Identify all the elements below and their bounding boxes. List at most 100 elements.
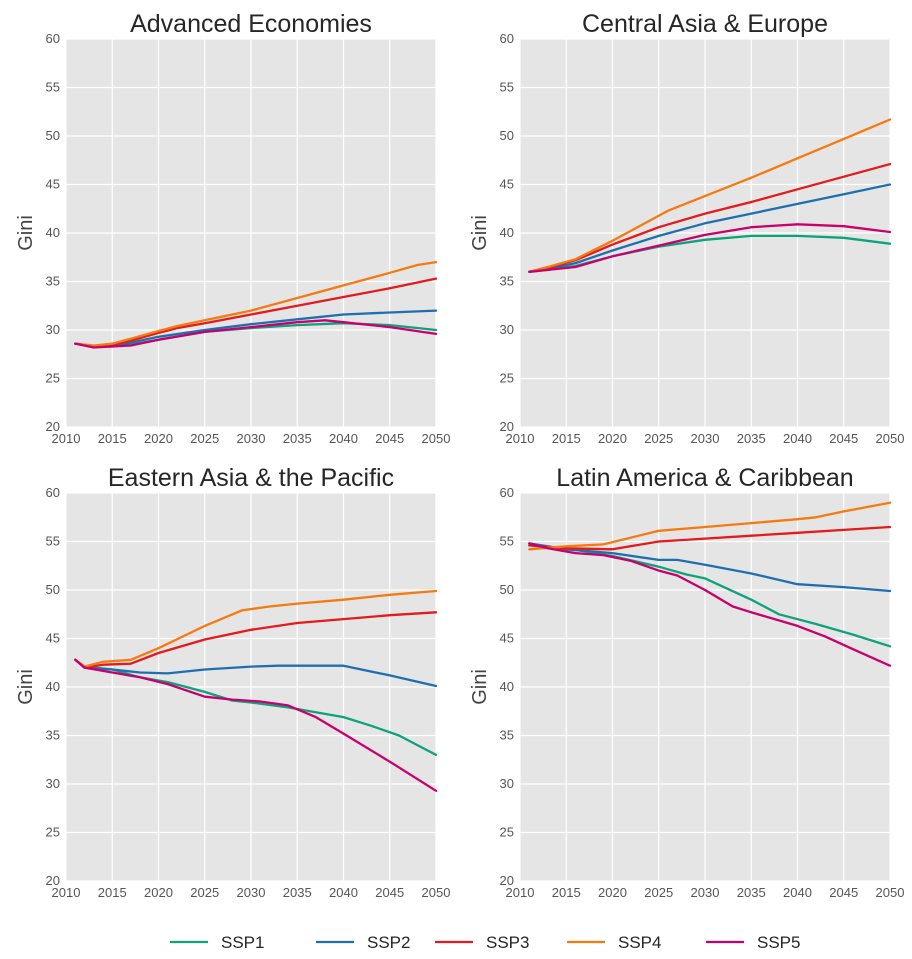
x-tick-label: 2050 bbox=[876, 431, 905, 446]
x-tick-label: 2015 bbox=[552, 885, 581, 900]
series-line-ssp4 bbox=[528, 501, 892, 551]
series-line-ssp4 bbox=[74, 589, 438, 668]
x-tick-label: 2035 bbox=[737, 431, 766, 446]
x-tick-label: 2025 bbox=[644, 885, 673, 900]
y-tick-label: 20 bbox=[500, 873, 514, 888]
x-tick-label: 2030 bbox=[691, 431, 720, 446]
y-tick-label: 55 bbox=[46, 80, 60, 95]
chart-panels: 2010 2015 2020 2025 2030 2035 2040 2045 20502025… bbox=[15, 10, 904, 900]
series-line-ssp2 bbox=[528, 183, 892, 273]
y-tick-label: 40 bbox=[500, 225, 514, 240]
legend-label: SSP3 bbox=[486, 933, 529, 952]
y-axis-label: Gini bbox=[15, 669, 37, 705]
panel-title: Central Asia & Europe bbox=[582, 10, 828, 38]
x-tick-label: 2035 bbox=[737, 885, 766, 900]
x-tick-label: 2020 bbox=[144, 431, 173, 446]
x-tick-label: 2045 bbox=[829, 431, 858, 446]
x-tick-label: 2015 bbox=[552, 431, 581, 446]
legend-item-ssp4: SSP4 bbox=[567, 933, 661, 952]
chart-panel-advanced-economies: 2010 2015 2020 2025 2030 2035 2040 2045 20502025… bbox=[15, 10, 450, 446]
series-line-ssp5 bbox=[74, 319, 438, 349]
y-tick-label: 25 bbox=[46, 371, 60, 386]
y-tick-label: 40 bbox=[46, 679, 60, 694]
x-tick-label: 2045 bbox=[375, 885, 404, 900]
y-tick-label: 20 bbox=[46, 419, 60, 434]
chart-panel-latin-america-caribbean: 2010 2015 2020 2025 2030 2035 2040 2045 20502025… bbox=[469, 464, 904, 900]
panel-title: Latin America & Caribbean bbox=[556, 464, 853, 492]
y-tick-label: 45 bbox=[46, 631, 60, 646]
chart-legend: SSP1 SSP2 SSP3 SSP4 SSP5 bbox=[170, 933, 800, 952]
x-tick-label: 2015 bbox=[98, 431, 127, 446]
x-tick-label: 2025 bbox=[644, 431, 673, 446]
legend-item-ssp5: SSP5 bbox=[706, 933, 800, 952]
y-axis-label: Gini bbox=[469, 215, 491, 251]
x-tick-label: 2010 bbox=[52, 431, 81, 446]
x-tick-label: 2035 bbox=[283, 885, 312, 900]
x-tick-label: 2045 bbox=[375, 431, 404, 446]
y-tick-label: 60 bbox=[500, 485, 514, 500]
y-tick-label: 35 bbox=[46, 728, 60, 743]
y-tick-label: 30 bbox=[500, 776, 514, 791]
series-line-ssp3 bbox=[74, 611, 438, 669]
x-tick-label: 2020 bbox=[598, 885, 627, 900]
x-tick-label: 2030 bbox=[237, 431, 266, 446]
chart-panel-eastern-asia-the-pacific: 2010 2015 2020 2025 2030 2035 2040 2045 20502025… bbox=[15, 464, 450, 900]
y-tick-label: 25 bbox=[46, 825, 60, 840]
x-tick-label: 2050 bbox=[422, 885, 451, 900]
x-tick-label: 2030 bbox=[237, 885, 266, 900]
y-tick-label: 35 bbox=[500, 728, 514, 743]
series-line-ssp4 bbox=[74, 260, 438, 347]
legend-label: SSP2 bbox=[367, 933, 410, 952]
legend-item-ssp1: SSP1 bbox=[170, 933, 264, 952]
y-tick-label: 55 bbox=[500, 534, 514, 549]
y-axis-label: Gini bbox=[469, 669, 491, 705]
y-tick-label: 25 bbox=[500, 825, 514, 840]
y-tick-label: 50 bbox=[500, 582, 514, 597]
x-tick-label: 2020 bbox=[598, 431, 627, 446]
legend-item-ssp3: SSP3 bbox=[435, 933, 529, 952]
y-tick-label: 50 bbox=[46, 582, 60, 597]
x-tick-label: 2025 bbox=[190, 431, 219, 446]
y-tick-label: 45 bbox=[500, 177, 514, 192]
panel-title: Advanced Economies bbox=[130, 10, 372, 38]
series-line-ssp4 bbox=[528, 118, 892, 273]
legend-label: SSP1 bbox=[221, 933, 264, 952]
chart-panel-central-asia-europe: 2010 2015 2020 2025 2030 2035 2040 2045 20502025… bbox=[469, 10, 904, 446]
x-tick-label: 2040 bbox=[329, 431, 358, 446]
y-tick-label: 35 bbox=[500, 274, 514, 289]
x-tick-label: 2045 bbox=[829, 885, 858, 900]
series-line-ssp5 bbox=[528, 542, 892, 667]
legend-label: SSP4 bbox=[618, 933, 661, 952]
x-tick-label: 2030 bbox=[691, 885, 720, 900]
y-tick-label: 45 bbox=[500, 631, 514, 646]
series-line-ssp1 bbox=[528, 544, 892, 648]
x-tick-label: 2035 bbox=[283, 431, 312, 446]
x-tick-label: 2040 bbox=[783, 431, 812, 446]
series-line-ssp5 bbox=[528, 223, 892, 273]
series-group bbox=[74, 260, 438, 349]
y-tick-label: 50 bbox=[500, 128, 514, 143]
series-group bbox=[74, 589, 438, 792]
x-tick-label: 2015 bbox=[98, 885, 127, 900]
y-tick-label: 40 bbox=[500, 679, 514, 694]
y-tick-label: 55 bbox=[500, 80, 514, 95]
y-tick-label: 20 bbox=[500, 419, 514, 434]
y-tick-label: 55 bbox=[46, 534, 60, 549]
x-tick-label: 2010 bbox=[506, 431, 535, 446]
y-axis-label: Gini bbox=[15, 215, 37, 251]
y-tick-label: 25 bbox=[500, 371, 514, 386]
y-tick-label: 60 bbox=[500, 31, 514, 46]
series-line-ssp3 bbox=[528, 525, 892, 551]
y-tick-label: 50 bbox=[46, 128, 60, 143]
x-tick-label: 2040 bbox=[783, 885, 812, 900]
y-tick-label: 40 bbox=[46, 225, 60, 240]
legend-label: SSP5 bbox=[757, 933, 800, 952]
series-group bbox=[528, 118, 892, 273]
x-tick-label: 2050 bbox=[876, 885, 905, 900]
x-tick-label: 2050 bbox=[422, 431, 451, 446]
legend-item-ssp2: SSP2 bbox=[316, 933, 410, 952]
x-tick-label: 2040 bbox=[329, 885, 358, 900]
x-tick-label: 2020 bbox=[144, 885, 173, 900]
series-line-ssp5 bbox=[74, 658, 438, 792]
